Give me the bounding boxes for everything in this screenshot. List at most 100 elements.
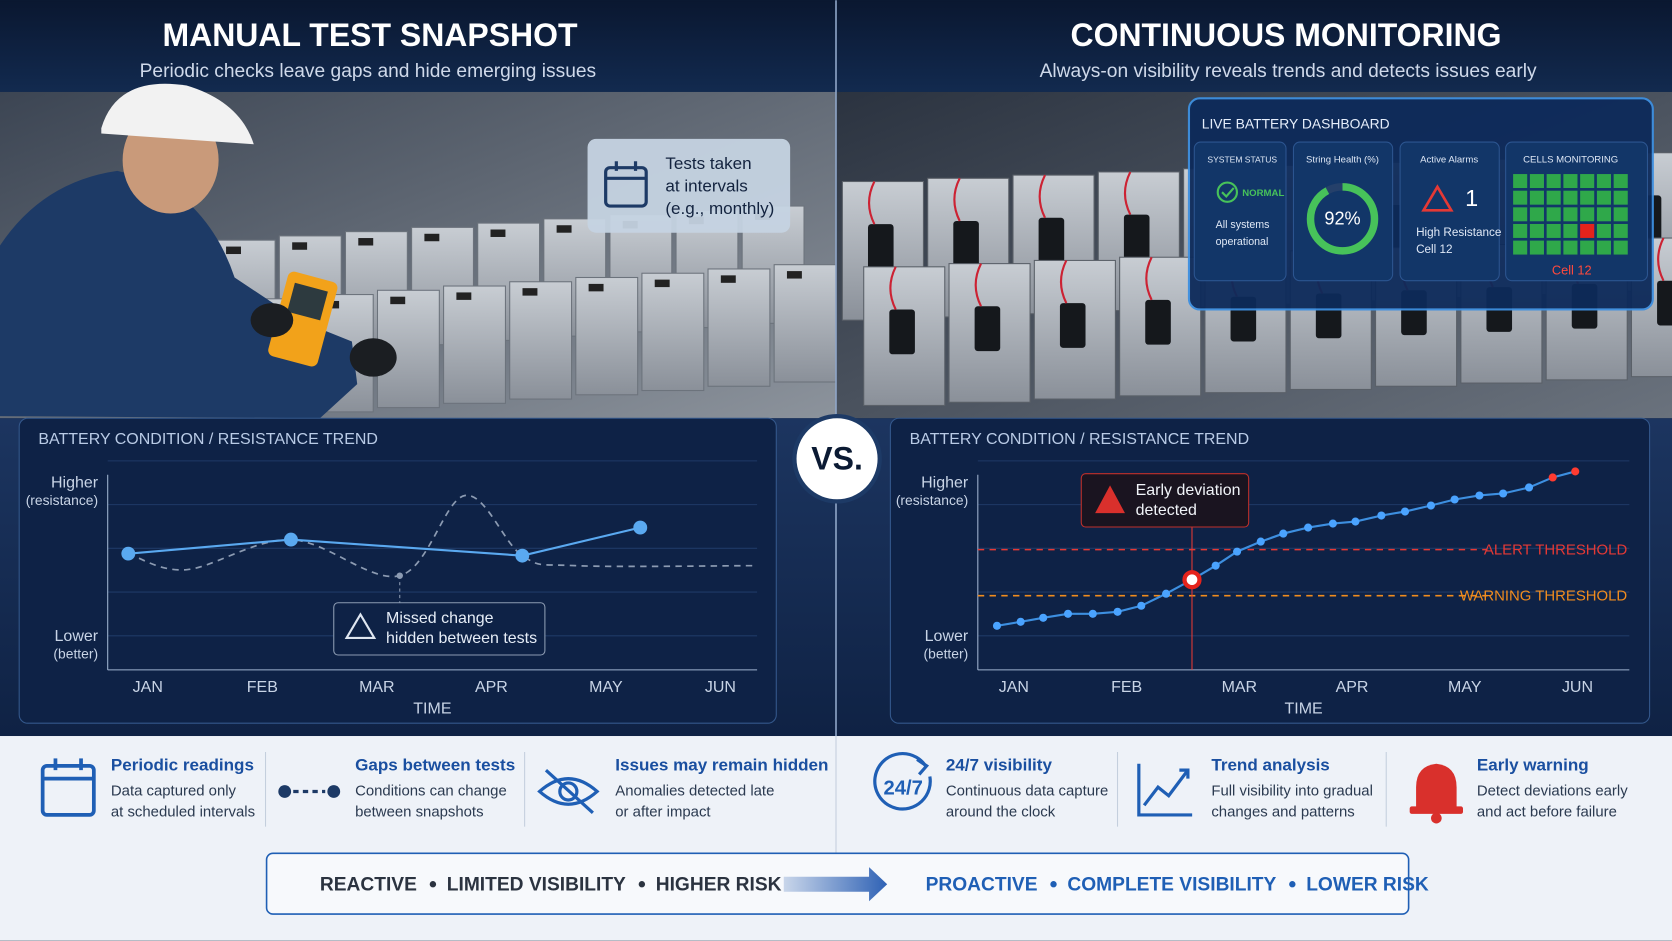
cell bbox=[1613, 174, 1628, 189]
feature-text: changes and patterns bbox=[1211, 804, 1354, 821]
terminal bbox=[390, 296, 406, 305]
left-title: MANUAL TEST SNAPSHOT bbox=[162, 17, 577, 53]
cell bbox=[1596, 223, 1611, 238]
terminal bbox=[786, 271, 802, 279]
banner-items: REACTIVE LIMITED VISIBILITY HIGHER RISK PRO… bbox=[320, 874, 1429, 895]
reading-point bbox=[633, 520, 648, 535]
x-tick-label: FEB bbox=[1111, 679, 1142, 696]
alert-cell-label: Cell 12 bbox=[1552, 262, 1592, 277]
cell bbox=[1613, 223, 1628, 238]
x-tick-label: MAR bbox=[1222, 679, 1258, 696]
right-subtitle: Always-on visibility reveals trends and … bbox=[1040, 61, 1537, 82]
y-axis-label: Higher bbox=[921, 475, 969, 492]
right-title: CONTINUOUS MONITORING bbox=[1070, 17, 1501, 53]
measurement-point bbox=[1063, 609, 1073, 618]
x-tick-label: JAN bbox=[133, 679, 163, 696]
measurement-point bbox=[1377, 511, 1386, 520]
x-tick-label: FEB bbox=[247, 679, 278, 696]
status-state: NORMAL bbox=[1242, 188, 1284, 199]
measurement-point bbox=[1426, 501, 1436, 510]
measurement-point bbox=[1256, 537, 1265, 546]
feature-text: Conditions can change bbox=[355, 782, 507, 799]
cell bbox=[1596, 174, 1611, 189]
annotation-box bbox=[1080, 473, 1250, 528]
feature-text: or after impact bbox=[615, 804, 711, 821]
annotation-text: detected bbox=[1136, 502, 1197, 519]
sensor bbox=[1038, 217, 1065, 263]
cell bbox=[1546, 240, 1561, 255]
cell bbox=[1513, 174, 1528, 189]
dashboard: LIVE BATTERY DASHBOARD SYSTEM STATUS NOR… bbox=[1187, 97, 1654, 311]
feature-text: Data captured only bbox=[111, 782, 237, 799]
cell bbox=[1513, 223, 1528, 238]
terminal bbox=[358, 238, 374, 246]
detected-point bbox=[1182, 570, 1202, 590]
cell bbox=[1563, 207, 1578, 222]
banner-item: COMPLETE VISIBILITY bbox=[1067, 874, 1276, 895]
feature-text: around the clock bbox=[946, 804, 1056, 821]
feature-title: Trend analysis bbox=[1211, 755, 1329, 774]
terminal bbox=[588, 283, 604, 292]
feature-text: Full visibility into gradual bbox=[1211, 782, 1373, 799]
sensor bbox=[974, 306, 1001, 352]
cell bbox=[1613, 190, 1628, 205]
cable bbox=[953, 177, 961, 222]
terminal bbox=[490, 229, 506, 237]
measurement-point bbox=[1016, 617, 1025, 626]
feature-text: Continuous data capture bbox=[946, 782, 1108, 799]
battery bbox=[707, 268, 771, 387]
annotation-text: Missed change bbox=[386, 610, 494, 627]
measurement-point bbox=[992, 621, 1002, 630]
separator bbox=[638, 881, 646, 888]
reading-point bbox=[515, 548, 530, 563]
sensor bbox=[953, 220, 979, 266]
cable bbox=[1145, 256, 1153, 301]
threshold-label: WARNING THRESHOLD bbox=[1460, 588, 1628, 605]
measurement-point bbox=[1524, 483, 1534, 492]
x-tick-label: MAY bbox=[1448, 679, 1482, 696]
icon-text: 24/7 bbox=[883, 778, 922, 800]
left-subtitle: Periodic checks leave gaps and hide emer… bbox=[140, 61, 597, 82]
actual-line bbox=[128, 494, 758, 578]
cell bbox=[1529, 174, 1544, 189]
separator bbox=[1050, 881, 1057, 888]
y-axis-label: Lower bbox=[925, 628, 969, 645]
cable bbox=[1123, 171, 1132, 216]
cable bbox=[1059, 259, 1068, 304]
terminal bbox=[424, 233, 440, 242]
reading-point bbox=[284, 532, 298, 547]
features: Periodic readings Data captured only at sc… bbox=[111, 755, 1628, 820]
measurement-point bbox=[1211, 561, 1220, 570]
battery bbox=[575, 276, 639, 396]
terminal bbox=[522, 288, 538, 296]
x-tick-label: MAY bbox=[589, 679, 623, 696]
alarm-note: High Resistance bbox=[1416, 226, 1501, 239]
reading-point bbox=[121, 546, 136, 561]
measurement-point bbox=[1088, 609, 1097, 618]
cable bbox=[1038, 174, 1046, 219]
chart-panel bbox=[18, 417, 777, 724]
x-tick-label: MAR bbox=[359, 679, 395, 696]
terminal bbox=[292, 242, 308, 250]
cell bbox=[1580, 190, 1595, 205]
card-label: CELLS MONITORING bbox=[1523, 155, 1618, 166]
feature-title: Early warning bbox=[1477, 755, 1589, 774]
callout-text: Tests taken bbox=[665, 154, 751, 173]
cell bbox=[1513, 240, 1528, 255]
cell bbox=[1563, 240, 1578, 255]
cell bbox=[1546, 223, 1561, 238]
y-axis-label: (better) bbox=[53, 646, 98, 662]
measurement-point bbox=[1351, 517, 1360, 526]
status-note: operational bbox=[1216, 236, 1269, 248]
measurement-point bbox=[1571, 467, 1580, 476]
sensor bbox=[1123, 214, 1150, 260]
gap-icon bbox=[278, 785, 341, 798]
x-axis-label: TIME bbox=[413, 701, 451, 718]
banner-item: LIMITED VISIBILITY bbox=[447, 874, 626, 895]
ok-icon bbox=[1221, 187, 1235, 199]
eye-icon bbox=[537, 768, 600, 814]
measurement-point bbox=[1233, 547, 1242, 556]
annotation-box bbox=[333, 602, 546, 656]
sensor bbox=[889, 309, 915, 355]
